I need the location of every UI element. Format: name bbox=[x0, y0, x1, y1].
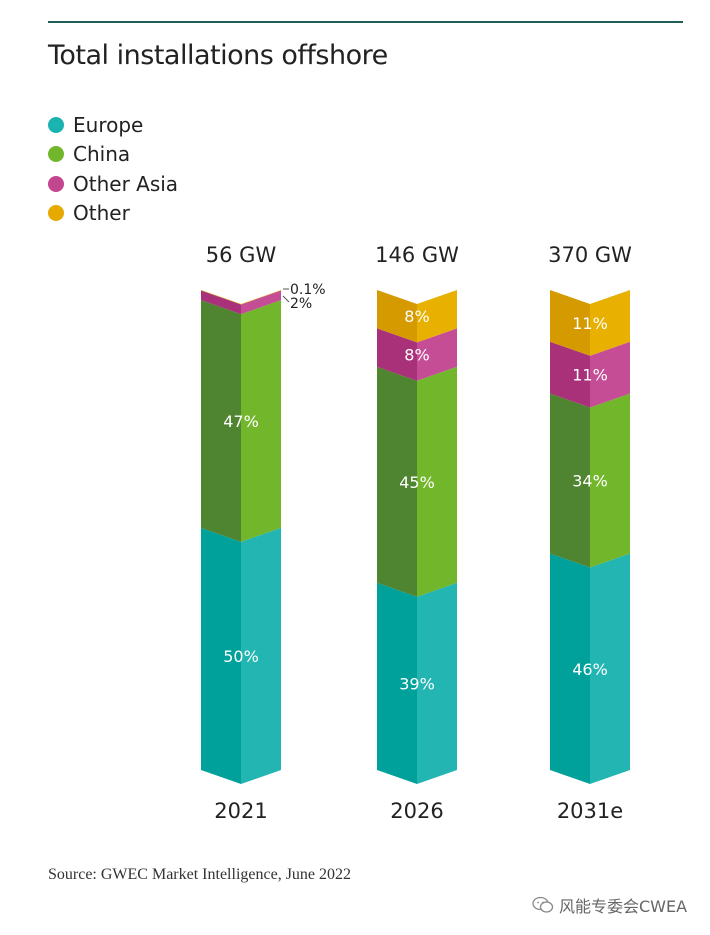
bar-2021-china-right bbox=[241, 300, 281, 542]
data-label-2031e-other-asia: 11% bbox=[572, 366, 608, 385]
wechat-icon bbox=[532, 896, 554, 913]
category-label-2026: 2026 bbox=[390, 799, 443, 823]
bar-2021-other-left bbox=[201, 290, 241, 305]
bar-2026-europe-right bbox=[417, 582, 457, 784]
bar-2031e-europe-right bbox=[590, 553, 630, 784]
bar-2021-europe-right bbox=[241, 527, 281, 784]
bar-2026-other-asia-left bbox=[377, 328, 417, 381]
data-label-2031e-china: 34% bbox=[572, 472, 608, 491]
legend-swatch-china bbox=[48, 146, 64, 163]
data-label-2031e-europe: 46% bbox=[572, 660, 608, 679]
category-label-2031e: 2031e bbox=[557, 799, 623, 823]
callout-label-other-asia-2021: 2% bbox=[290, 296, 312, 312]
bar-2026-europe-left bbox=[377, 582, 417, 784]
legend-item-china: China bbox=[48, 140, 178, 170]
bar-2031e-other-asia-left bbox=[550, 341, 590, 408]
bar-2021-europe-left bbox=[201, 527, 241, 784]
category-label-2021: 2021 bbox=[214, 799, 267, 823]
bar-2031e-china-left bbox=[550, 393, 590, 568]
source-note: Source: GWEC Market Intelligence, June 2… bbox=[48, 866, 352, 883]
data-label-2026-other: 8% bbox=[404, 307, 429, 326]
watermark-text: 风能专委会CWEA bbox=[559, 897, 688, 916]
bar-2026-other-asia-right bbox=[417, 328, 457, 381]
data-label-2026-china: 45% bbox=[399, 473, 435, 492]
legend-label-other: Other bbox=[73, 201, 130, 226]
legend-item-other-asia: Other Asia bbox=[48, 169, 178, 199]
legend-item-europe: Europe bbox=[48, 110, 178, 140]
bar-2026-other-left bbox=[377, 290, 417, 343]
total-label-2021: 56 GW bbox=[206, 243, 277, 267]
legend: Europe China Other Asia Other bbox=[48, 110, 178, 228]
legend-swatch-europe bbox=[48, 116, 64, 133]
legend-label-europe: Europe bbox=[73, 112, 144, 137]
bar-2021-other-asia-right bbox=[241, 290, 281, 315]
bar-2021-china-left bbox=[201, 300, 241, 542]
bar-2026-china-right bbox=[417, 366, 457, 597]
callout-line-other-asia bbox=[282, 295, 290, 303]
bar-2026-other-right bbox=[417, 290, 457, 343]
bar-2021-other-asia-left bbox=[201, 290, 241, 315]
data-label-2026-other-asia: 8% bbox=[404, 346, 429, 365]
top-rule bbox=[48, 21, 683, 23]
bar-2031e-other-asia-right bbox=[590, 341, 630, 408]
bar-2031e-other-left bbox=[550, 290, 590, 356]
legend-swatch-other bbox=[48, 205, 64, 222]
total-label-2031e: 370 GW bbox=[548, 243, 632, 267]
total-label-2026: 146 GW bbox=[375, 243, 459, 267]
data-label-2021-china: 47% bbox=[223, 412, 259, 431]
bar-2026-china-left bbox=[377, 366, 417, 597]
watermark: 风能专委会CWEA bbox=[532, 893, 687, 917]
callout-label-other-2021: 0.1% bbox=[290, 282, 326, 298]
legend-item-other: Other bbox=[48, 199, 178, 229]
legend-swatch-other-asia bbox=[48, 175, 64, 192]
bar-2031e-europe-left bbox=[550, 553, 590, 784]
data-label-2031e-other: 11% bbox=[572, 314, 608, 333]
legend-label-china: China bbox=[73, 142, 131, 167]
chart-title: Total installations offshore bbox=[48, 40, 388, 71]
legend-label-other-asia: Other Asia bbox=[73, 171, 179, 196]
bar-2031e-other-right bbox=[590, 290, 630, 356]
data-label-2026-europe: 39% bbox=[399, 674, 435, 693]
bar-2021-other-right bbox=[241, 290, 281, 305]
data-label-2021-europe: 50% bbox=[223, 647, 259, 666]
bar-2031e-china-right bbox=[590, 393, 630, 568]
